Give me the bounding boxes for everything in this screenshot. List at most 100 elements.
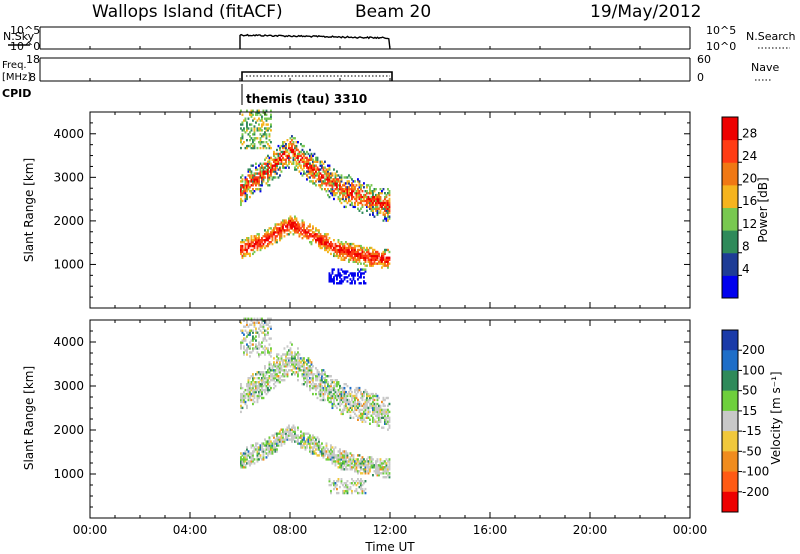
colorbar-segment [722, 330, 738, 351]
heatmap-cell [328, 246, 331, 250]
heatmap-cell [297, 367, 299, 370]
heatmap-cell [340, 464, 343, 467]
heatmap-cell [312, 373, 314, 376]
heatmap-cell [315, 164, 317, 167]
heatmap-cell [274, 381, 277, 384]
heatmap-cell [309, 154, 311, 158]
heatmap-cell [318, 174, 320, 177]
heatmap-cell [369, 468, 371, 471]
heatmap-cell [325, 174, 328, 177]
heatmap-cell [361, 190, 364, 193]
heatmap-cell [315, 367, 317, 370]
heatmap-cell [310, 386, 313, 390]
heatmap-cell [345, 246, 347, 250]
heatmap-cell [376, 472, 379, 475]
heatmap-cell [279, 371, 281, 374]
heatmap-cell [309, 448, 311, 451]
heatmap-cell [252, 402, 254, 406]
heatmap-cell [259, 172, 262, 175]
heatmap-cell [246, 343, 248, 346]
heatmap-cell [273, 379, 275, 382]
heatmap-cell [358, 416, 361, 419]
heatmap-cell [241, 135, 244, 138]
heatmap-cell [240, 458, 242, 461]
heatmap-cell [240, 137, 242, 140]
heatmap-cell [241, 121, 244, 124]
heatmap-cell [312, 158, 314, 161]
heatmap-cell [253, 321, 256, 324]
heatmap-cell [250, 180, 253, 183]
heatmap-cell [387, 460, 389, 463]
heatmap-cell [385, 256, 388, 259]
heatmap-cell [376, 412, 379, 416]
heatmap-cell [270, 448, 272, 451]
heatmap-cell [294, 168, 296, 171]
heatmap-cell [270, 386, 272, 390]
heatmap-cell [375, 392, 377, 396]
heatmap-cell [303, 154, 305, 158]
heatmap-cell [259, 390, 262, 394]
heatmap-cell [243, 339, 245, 342]
heatmap-cell [255, 444, 257, 447]
heatmap-cell [339, 274, 341, 277]
y-tick-label: 3000 [53, 170, 84, 184]
heatmap-cell [285, 154, 287, 158]
heatmap-cell [369, 188, 371, 191]
heatmap-cell [241, 250, 244, 254]
heatmap-cell [273, 168, 275, 171]
heatmap-cell [297, 442, 299, 445]
heatmap-cell [322, 450, 325, 453]
heatmap-cell [303, 164, 305, 167]
heatmap-cell [315, 388, 317, 392]
heatmap-cell [382, 476, 385, 479]
heatmap-cell [328, 178, 331, 181]
heatmap-cell [373, 199, 376, 203]
heatmap-cell [277, 438, 280, 441]
heatmap-cell [379, 197, 382, 201]
heatmap-cell [352, 396, 355, 400]
heatmap-cell [318, 373, 320, 376]
heatmap-cell [331, 188, 334, 191]
heatmap-cell [246, 242, 248, 246]
heatmap-cell [246, 462, 248, 465]
heatmap-cell [375, 250, 377, 254]
heatmap-cell [252, 331, 254, 334]
heatmap-cell [346, 252, 349, 256]
heatmap-cell [324, 182, 326, 185]
heatmap-cell [333, 252, 335, 256]
heatmap-cell [295, 367, 298, 370]
heatmap-cell [274, 375, 277, 378]
heatmap-cell [361, 416, 364, 419]
heatmap-cell [367, 470, 370, 473]
heatmap-cell [270, 125, 272, 128]
heatmap-cell [267, 229, 269, 232]
heatmap-cell [340, 454, 343, 457]
heatmap-cell [321, 184, 323, 187]
heatmap-cell [363, 195, 365, 199]
heatmap-cell [336, 250, 338, 254]
heatmap-cell [252, 133, 254, 136]
heatmap-cell [285, 361, 287, 364]
heatmap-cell [382, 213, 385, 216]
heatmap-cell [375, 460, 377, 463]
heatmap-cell [384, 201, 386, 205]
heatmap-cell [265, 440, 268, 443]
heatmap-cell [297, 426, 299, 429]
heatmap-cell [276, 361, 278, 364]
heatmap-cell [294, 432, 296, 435]
heatmap-cell [282, 156, 284, 160]
heatmap-cell [354, 460, 356, 463]
heatmap-cell [313, 172, 316, 175]
heatmap-cell [252, 394, 254, 398]
heatmap-cell [247, 244, 250, 248]
heatmap-cell [255, 345, 257, 348]
heatmap-cell [339, 193, 341, 197]
heatmap-cell [276, 450, 278, 453]
heatmap-cell [370, 246, 373, 250]
heatmap-cell [243, 190, 245, 193]
heatmap-cell [277, 357, 280, 360]
heatmap-cell [301, 444, 304, 447]
heatmap-cell [343, 452, 346, 455]
heatmap-cell [303, 444, 305, 447]
heatmap-cell [294, 144, 296, 148]
